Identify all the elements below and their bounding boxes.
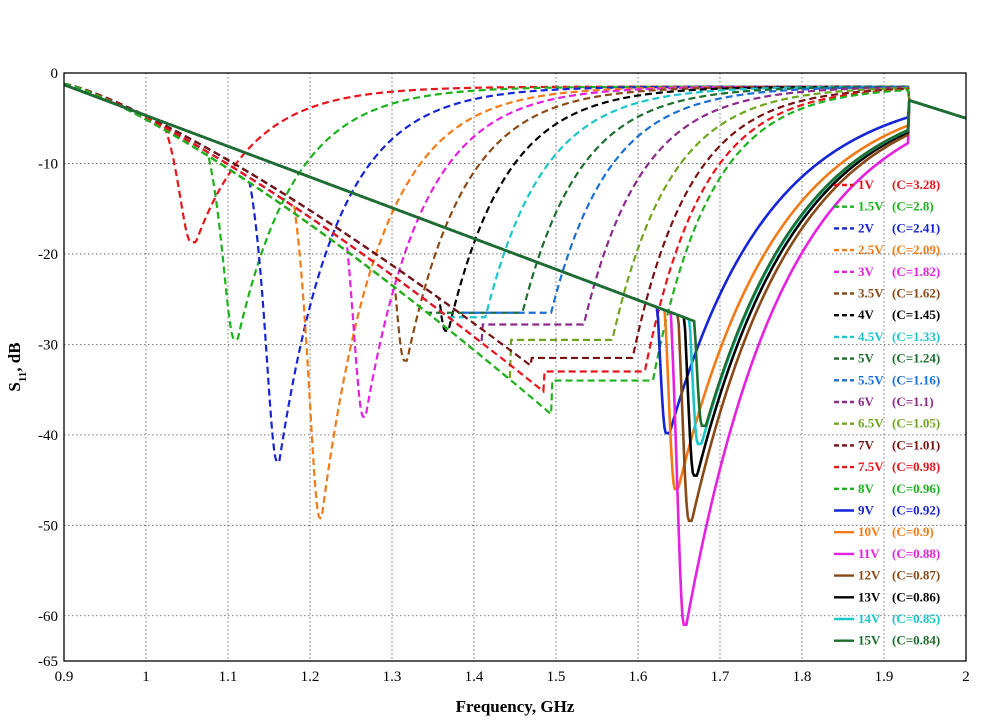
y-tick-labels: 0 -10 -20 -30 -40 -50 -60 -65 <box>38 66 58 670</box>
x-tick-label: 0.9 <box>55 669 74 685</box>
y-axis-label-sub: 11 <box>17 372 29 382</box>
legend-voltage: 3V <box>858 264 875 279</box>
legend-voltage: 15V <box>858 633 881 648</box>
series-line <box>63 83 967 428</box>
legend-voltage: 14V <box>858 611 881 626</box>
plot-frame <box>63 72 967 662</box>
series-line <box>63 82 967 520</box>
y-tick-label: -40 <box>38 428 58 444</box>
series-line <box>63 82 967 464</box>
series-line <box>63 83 967 446</box>
series-line <box>63 82 967 345</box>
grid-lines <box>64 73 966 661</box>
legend-capacitance: (C=0.92) <box>892 503 940 518</box>
series-line <box>63 82 967 314</box>
legend-capacitance: (C=0.88) <box>892 546 940 561</box>
y-tick-label: -60 <box>38 609 58 625</box>
legend-voltage: 6.5V <box>858 416 884 431</box>
series-curves <box>63 82 967 627</box>
legend-voltage: 4V <box>858 307 875 322</box>
legend-capacitance: (C=1.82) <box>892 264 940 279</box>
legend-voltage: 9V <box>858 503 875 518</box>
x-tick-label: 1.2 <box>301 669 320 685</box>
legend-voltage: 4.5V <box>858 329 884 344</box>
legend-voltage: 7.5V <box>858 459 884 474</box>
legend-voltage: 8V <box>858 481 875 496</box>
legend-capacitance: (C=1.62) <box>892 286 940 301</box>
series-line <box>63 83 967 435</box>
legend-voltage: 6V <box>858 394 875 409</box>
legend-capacitance: (C=0.85) <box>892 611 940 626</box>
y-tick-label: -50 <box>38 518 58 534</box>
y-tick-label: -30 <box>38 337 58 353</box>
series-line <box>63 82 967 341</box>
series-line <box>63 82 967 319</box>
legend-capacitance: (C=1.24) <box>892 351 940 366</box>
y-tick-label: -20 <box>38 247 58 263</box>
y-tick-label: 0 <box>51 66 59 82</box>
legend-capacitance: (C=1.45) <box>892 307 940 322</box>
legend-capacitance: (C=1.16) <box>892 372 940 387</box>
legend: 1V (C=3.28) 1.5V (C=2.8) 2V (C=2.41) 2.5V (C=2.… <box>834 177 940 648</box>
legend-voltage: 3.5V <box>858 286 884 301</box>
y-axis-label-suffix: , dB <box>5 342 24 371</box>
legend-capacitance: (C=3.28) <box>892 177 940 192</box>
series-line <box>63 82 967 314</box>
legend-capacitance: (C=1.01) <box>892 437 940 452</box>
legend-capacitance: (C=0.87) <box>892 568 940 583</box>
legend-capacitance: (C=0.86) <box>892 589 940 604</box>
y-axis-label: S11, dB <box>5 342 29 391</box>
series-line <box>63 82 967 244</box>
legend-capacitance: (C=0.98) <box>892 459 940 474</box>
legend-voltage: 7V <box>858 437 875 452</box>
x-tick-labels: 0.9 1 1.1 1.2 1.3 1.4 1.5 1.6 1.7 1.8 1.9 2 <box>55 669 970 685</box>
legend-voltage: 5.5V <box>858 372 884 387</box>
x-tick-label: 1.6 <box>629 669 648 685</box>
y-tick-label: -65 <box>38 654 58 670</box>
x-tick-label: 1.9 <box>875 669 894 685</box>
x-tick-label: 1.1 <box>219 669 238 685</box>
legend-voltage: 5V <box>858 351 875 366</box>
legend-voltage: 1.5V <box>858 199 884 214</box>
series-line <box>63 83 967 523</box>
series-line <box>63 82 967 417</box>
series-line <box>63 83 967 491</box>
x-tick-label: 1.5 <box>547 669 566 685</box>
x-axis-label: Frequency, GHz <box>456 697 575 716</box>
legend-capacitance: (C=1.05) <box>892 416 940 431</box>
legend-voltage: 13V <box>858 589 881 604</box>
y-axis-label-main: S <box>5 382 24 391</box>
legend-capacitance: (C=0.96) <box>892 481 940 496</box>
legend-capacitance: (C=1.33) <box>892 329 940 344</box>
x-tick-label: 1.7 <box>711 669 730 685</box>
legend-capacitance: (C=1.1) <box>892 394 934 409</box>
legend-voltage: 12V <box>858 568 881 583</box>
series-line <box>63 82 967 394</box>
x-tick-label: 1.8 <box>793 669 812 685</box>
x-tick-label: 1 <box>142 669 150 685</box>
legend-capacitance: (C=2.8) <box>892 199 934 214</box>
legend-voltage: 2.5V <box>858 242 884 257</box>
y-tick-label: -10 <box>38 156 58 172</box>
legend-voltage: 11V <box>858 546 880 561</box>
series-line <box>63 82 967 418</box>
legend-voltage: 10V <box>858 524 881 539</box>
legend-capacitance: (C=0.9) <box>892 524 934 539</box>
legend-voltage: 1V <box>858 177 875 192</box>
x-tick-label: 1.4 <box>465 669 484 685</box>
x-tick-label: 2 <box>962 669 970 685</box>
x-tick-label: 1.3 <box>383 669 402 685</box>
legend-capacitance: (C=2.41) <box>892 220 940 235</box>
series-line <box>63 82 967 332</box>
legend-capacitance: (C=2.09) <box>892 242 940 257</box>
legend-capacitance: (C=0.84) <box>892 633 940 648</box>
legend-voltage: 2V <box>858 220 875 235</box>
series-line <box>63 82 967 368</box>
